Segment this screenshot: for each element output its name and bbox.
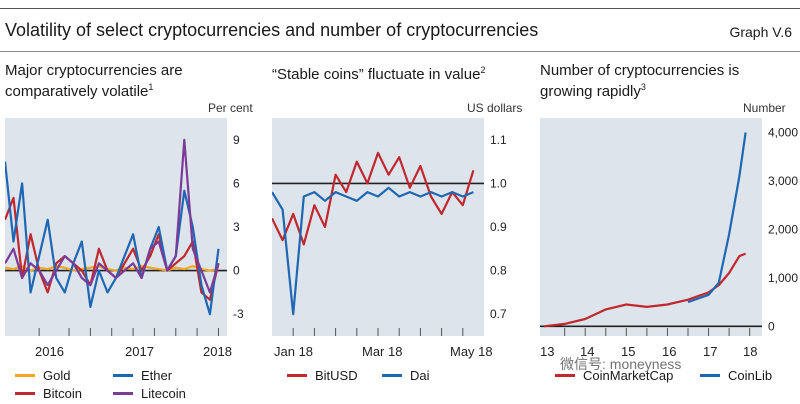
- stable-coins-chart: 1.1 1.0 0.9 0.8 0.7: [272, 118, 507, 336]
- legend-item-gold: Gold: [15, 368, 70, 383]
- x-tick-label: Mar 18: [362, 344, 403, 359]
- series-line-coinlib: [687, 132, 747, 304]
- legend-swatch: [113, 392, 133, 395]
- legend-item-coinlib: CoinLib: [700, 368, 772, 383]
- series-line-dai: [272, 186, 474, 316]
- unit-label: Per cent: [208, 101, 253, 115]
- legend-swatch: [113, 374, 133, 377]
- legend-item-coinmarketcap: CoinMarketCap: [555, 368, 673, 383]
- y-tick-label: 1.1: [490, 133, 507, 147]
- y-tick-label: 0.7: [490, 307, 507, 321]
- unit-label: Number: [743, 101, 786, 115]
- y-tick-label: 0: [233, 264, 240, 278]
- y-tick-label: -3: [233, 307, 244, 321]
- legend-item-ether: Ether: [113, 368, 172, 383]
- series-line-litecoin: [5, 138, 220, 294]
- y-tick-label: 4,000: [768, 126, 798, 140]
- figure-title: Volatility of select cryptocurrencies an…: [5, 20, 539, 40]
- series-line-coinmarketcap: [543, 252, 747, 328]
- x-tick-label: Jan 18: [274, 344, 314, 359]
- legend-item-bitcoin: Bitcoin: [15, 386, 82, 401]
- x-tick-label: 2018: [203, 344, 232, 359]
- panel-title: Number of cryptocurrencies is growing ra…: [540, 62, 740, 100]
- legend-swatch: [287, 374, 307, 377]
- panel-stable-coins: “Stable coins” fluctuate in value2 US do…: [272, 62, 530, 404]
- crypto-count-chart: 4,000 3,000 2,000 1,000 0: [540, 118, 798, 336]
- panel-title: Major cryptocurrencies are comparatively…: [5, 62, 183, 100]
- x-tick-label: May 18: [450, 344, 493, 359]
- x-tick-label: 15: [621, 344, 636, 359]
- watermark: 微信号: moneyness: [560, 356, 682, 372]
- y-tick-label: 0.8: [490, 264, 507, 278]
- legend-item-dai: Dai: [382, 368, 430, 383]
- legend-item-litecoin: Litecoin: [113, 386, 186, 401]
- y-tick-label: 2,000: [768, 222, 798, 236]
- graph-number: Graph V.6: [729, 24, 792, 40]
- x-tick-label: 2017: [125, 344, 154, 359]
- y-tick-label: 1,000: [768, 271, 798, 285]
- x-tick-label: 2016: [35, 344, 64, 359]
- title-rule: [0, 51, 800, 52]
- y-tick-label: 6: [233, 176, 240, 190]
- y-tick-label: 3,000: [768, 174, 798, 188]
- volatility-chart: 9 6 3 0 -3: [5, 118, 244, 336]
- panel-title: “Stable coins” fluctuate in value2: [272, 65, 486, 83]
- legend-item-bitusd: BitUSD: [287, 368, 358, 383]
- y-tick-label: 3: [233, 220, 240, 234]
- panel-volatility: Major cryptocurrencies are comparatively…: [5, 62, 260, 404]
- x-tick-label: 13: [540, 344, 555, 359]
- legend-swatch: [15, 374, 35, 377]
- top-rule: [0, 8, 800, 9]
- plot-background: [540, 118, 762, 336]
- y-tick-label: 0: [768, 319, 775, 333]
- unit-label: US dollars: [467, 101, 523, 115]
- x-tick-label: 16: [662, 344, 677, 359]
- legend-swatch: [555, 374, 575, 377]
- x-tick-label: 17: [703, 344, 718, 359]
- series-line-bitusd: [272, 151, 475, 246]
- legend-swatch: [382, 374, 402, 377]
- x-tick-label: 14: [580, 344, 595, 359]
- series-line-ether: [5, 161, 220, 316]
- plot-background: [272, 118, 484, 336]
- series-line-gold: [5, 265, 219, 272]
- y-tick-label: 9: [233, 133, 240, 147]
- x-tick-label: 18: [743, 344, 758, 359]
- legend-swatch: [15, 392, 35, 395]
- y-tick-label: 0.9: [490, 220, 507, 234]
- legend-swatch: [700, 374, 720, 377]
- panel-number-of-cryptos: Number of cryptocurrencies is growing ra…: [540, 62, 798, 404]
- y-tick-label: 1.0: [490, 176, 507, 190]
